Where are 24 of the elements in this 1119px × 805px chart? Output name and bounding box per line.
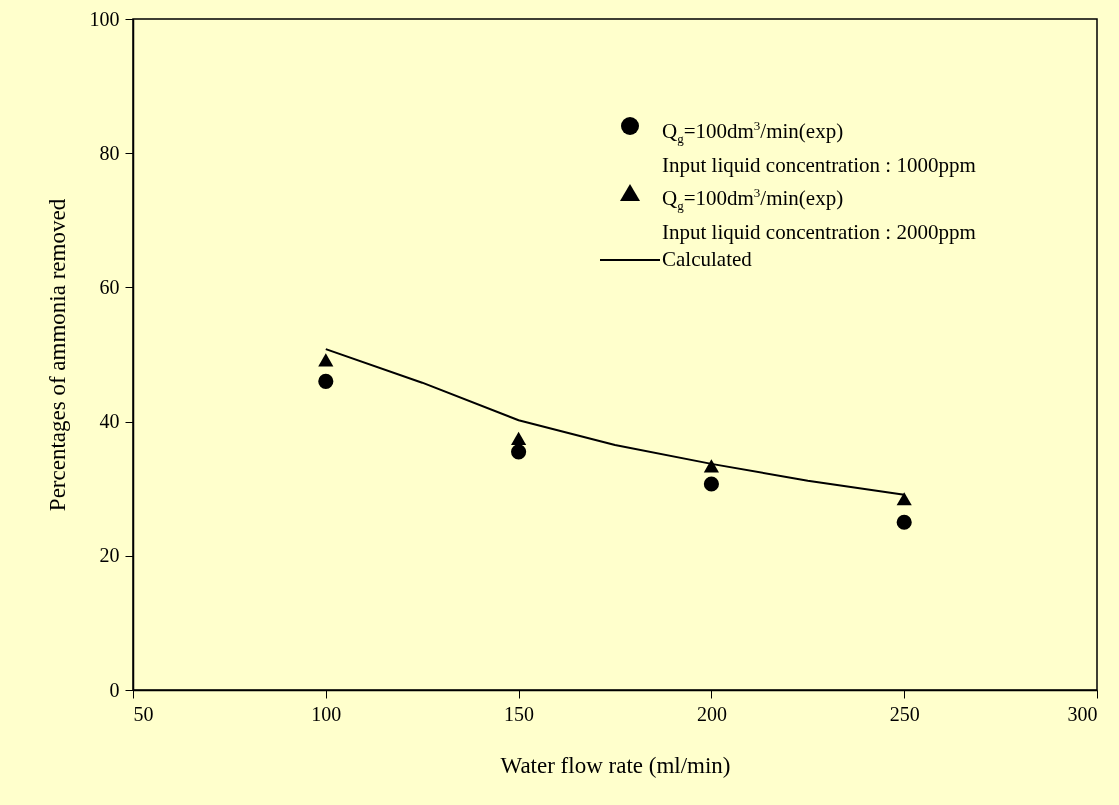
legend-label: Q$_{g}$=100dm$^{3}$/min(exp) Input liquid concentration : 2000ppm: [662, 184, 976, 247]
point: [511, 444, 527, 460]
x-tick-label: 200: [696, 702, 727, 725]
point: [318, 373, 334, 389]
point: [511, 431, 527, 445]
x-tick-label: 50: [133, 702, 154, 725]
x-tick-label: 250: [889, 702, 920, 725]
y-tick-label: 20: [99, 544, 120, 567]
x-tick-label: 100: [311, 702, 342, 725]
y-tick-label: 100: [89, 7, 120, 30]
y-axis-title: Percentages of ammonia removed: [44, 198, 70, 512]
y-tick-label: 40: [99, 410, 120, 433]
x-tick-label: 150: [504, 702, 535, 725]
y-tick-label: 60: [99, 275, 120, 298]
y-tick-label: 80: [99, 141, 120, 164]
legend-label: Calculated: [662, 246, 752, 274]
point: [318, 353, 334, 367]
x-axis-title: Water flow rate (ml/min): [500, 752, 731, 778]
point: [896, 514, 912, 530]
point: [703, 476, 719, 492]
legend-label: Q$_{g}$=100dm$^{3}$/min(exp) Input liquid concentration : 1000ppm: [662, 117, 976, 180]
x-tick-label: 300: [1067, 702, 1098, 725]
point: [896, 492, 912, 506]
y-tick-label: 0: [109, 678, 120, 701]
